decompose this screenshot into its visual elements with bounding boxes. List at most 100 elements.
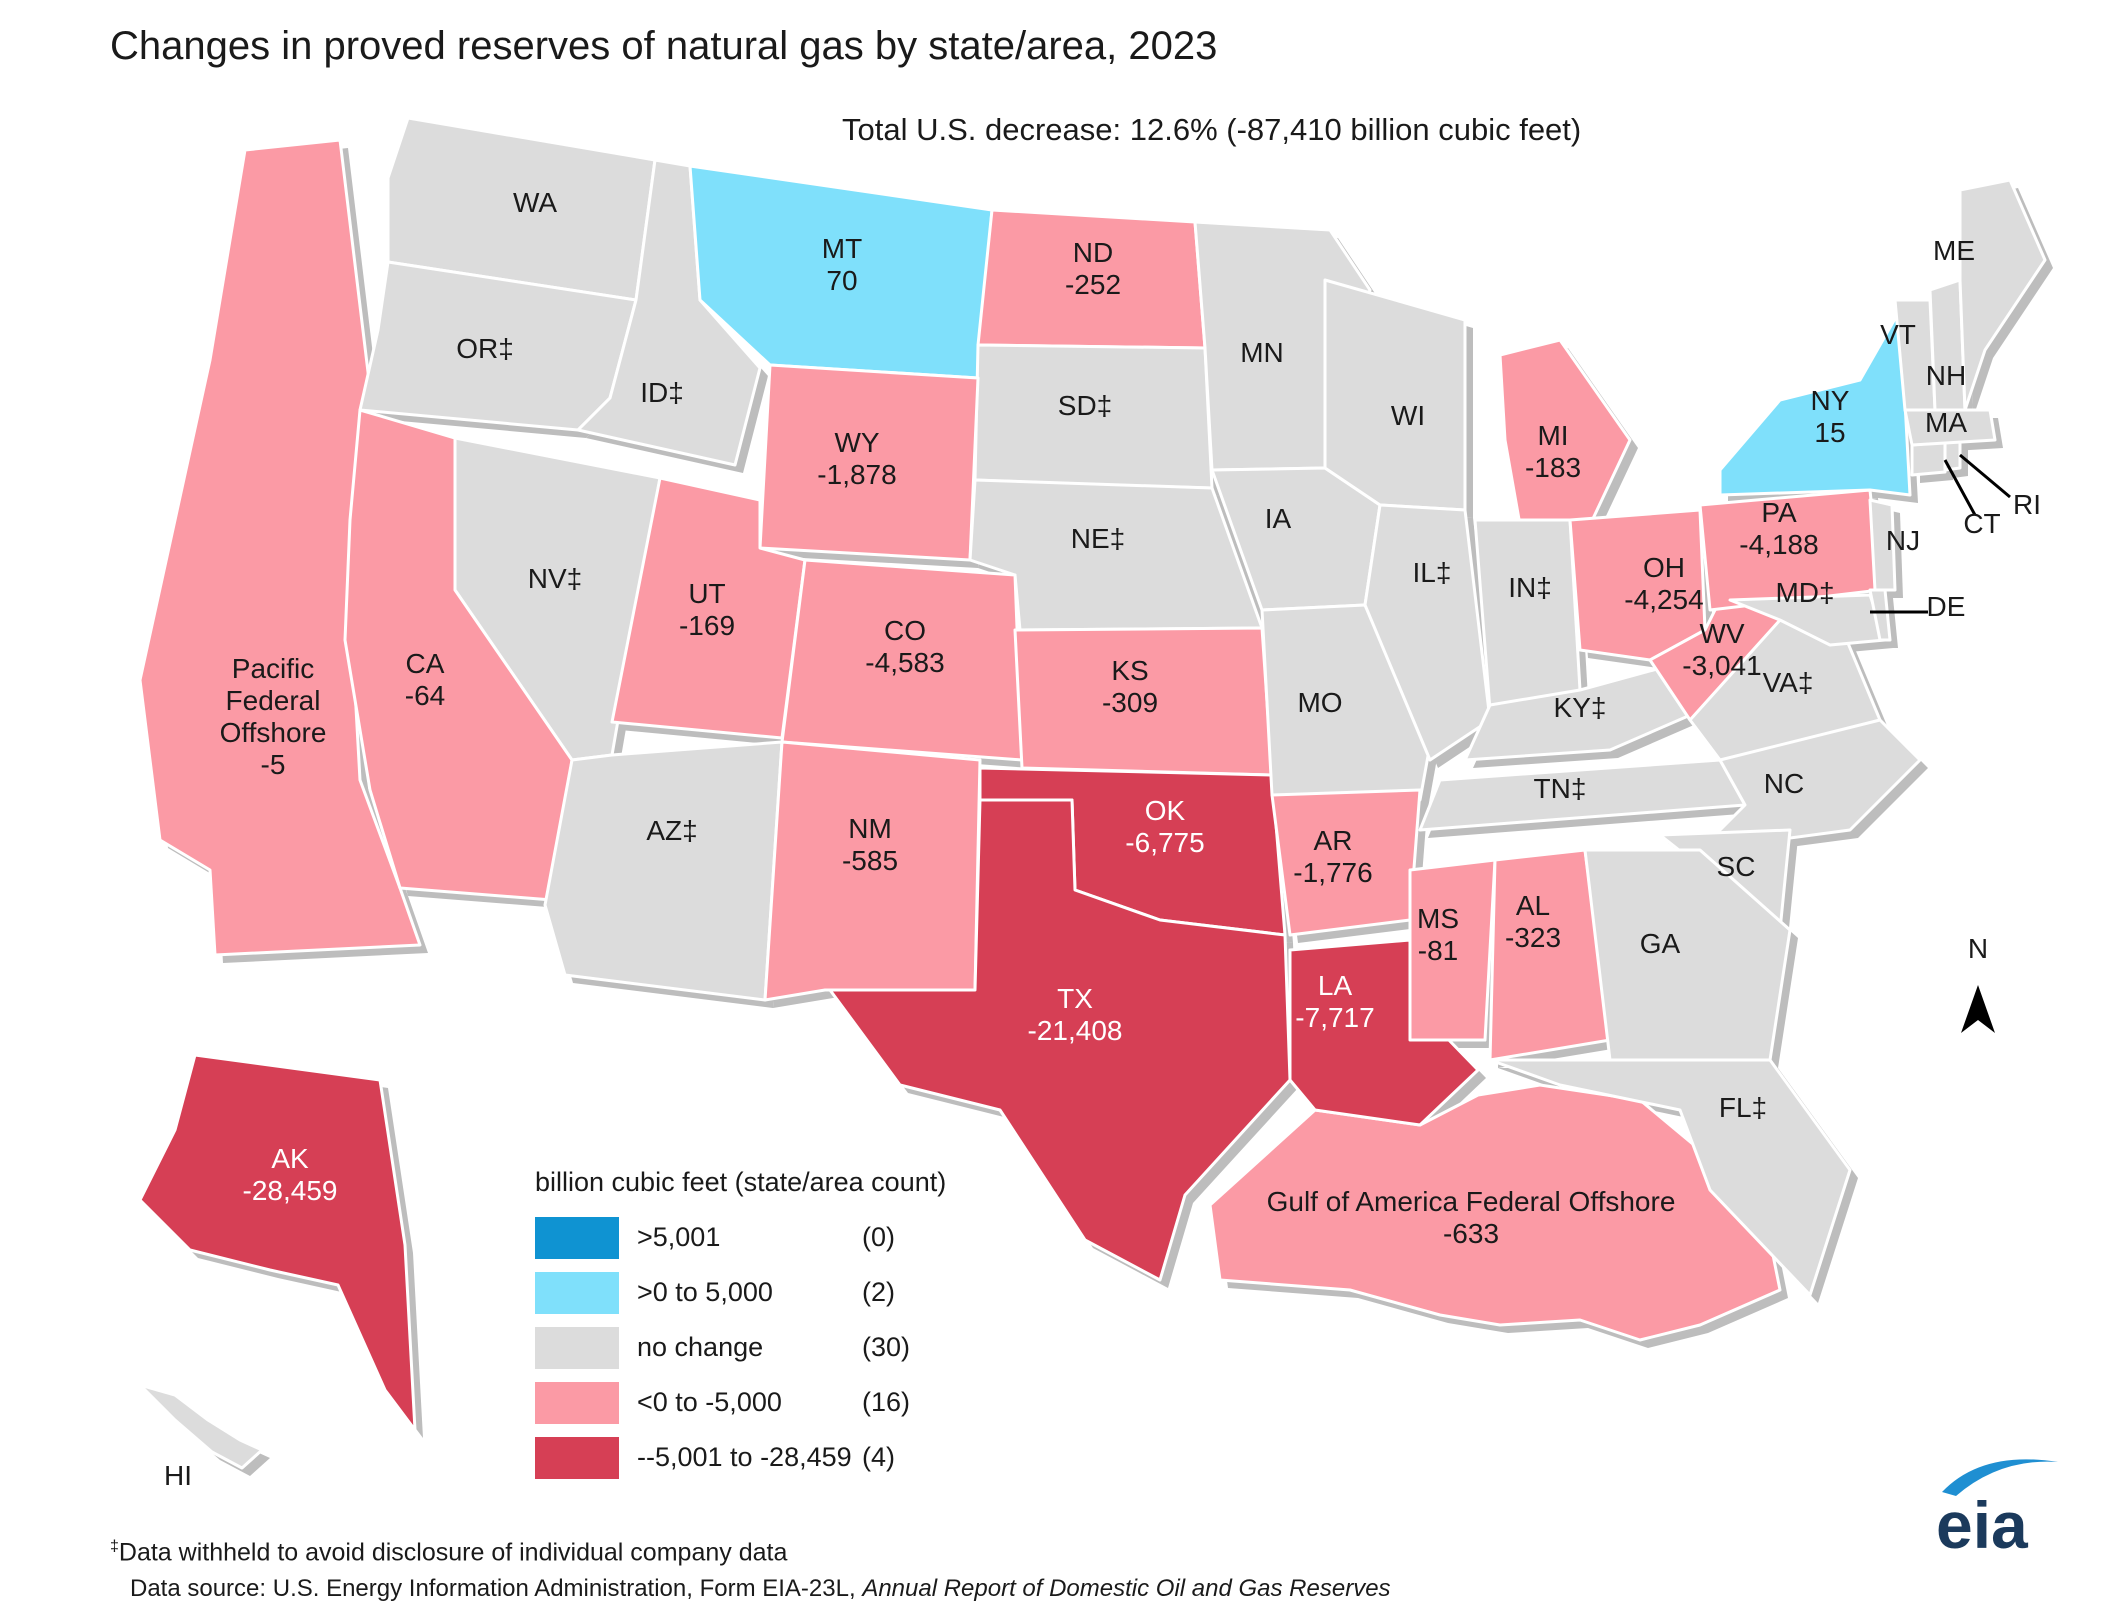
legend-swatch bbox=[535, 1271, 619, 1314]
state-label-ar: AR -1,776 bbox=[1293, 825, 1372, 888]
state-label-fl: FL‡ bbox=[1719, 1092, 1767, 1123]
state-label-in: IN‡ bbox=[1508, 572, 1552, 603]
state-label-de: DE bbox=[1927, 591, 1966, 622]
state-label-ia: IA bbox=[1265, 503, 1292, 534]
state-ms bbox=[1408, 858, 1497, 1042]
state-tx bbox=[828, 798, 1292, 1282]
footnote: ‡Data withheld to avoid disclosure of in… bbox=[110, 1538, 787, 1567]
state-label-nv: NV‡ bbox=[528, 563, 582, 594]
offshore-label-pacific: Pacific Federal Offshore -5 bbox=[220, 653, 327, 780]
state-label-md: MD‡ bbox=[1775, 577, 1834, 608]
offshore-label-gulf: Gulf of America Federal Offshore -633 bbox=[1267, 1186, 1676, 1249]
state-label-wi: WI bbox=[1391, 400, 1425, 431]
state-label-ct: CT bbox=[1963, 508, 2000, 539]
legend-row: >5,001 (0) bbox=[535, 1210, 975, 1265]
leader-lines bbox=[1870, 453, 2011, 614]
state-me bbox=[1958, 178, 2047, 412]
state-label-ny: NY 15 bbox=[1811, 385, 1850, 448]
state-label-hi: HI bbox=[164, 1460, 192, 1491]
legend-swatch bbox=[535, 1216, 619, 1259]
state-label-ne: NE‡ bbox=[1071, 523, 1125, 554]
legend-count: (4) bbox=[862, 1442, 895, 1472]
state-label-il: IL‡ bbox=[1413, 557, 1452, 588]
legend-label: no change bbox=[637, 1332, 764, 1362]
state-label-nj: NJ bbox=[1886, 525, 1920, 556]
state-label-ga: GA bbox=[1640, 928, 1681, 959]
map-regions bbox=[138, 116, 2047, 1470]
state-in bbox=[1473, 518, 1582, 712]
total-us-change-note: Total U.S. decrease: 12.6% (-87,410 bill… bbox=[842, 112, 1582, 147]
legend-rows: >5,001 (0) >0 to 5,000 (2) no change (30… bbox=[535, 1210, 975, 1485]
state-label-wy: WY -1,878 bbox=[817, 427, 896, 490]
north-arrow-label: N bbox=[1968, 933, 1988, 964]
leader-line-ri bbox=[1959, 453, 2011, 499]
state-il bbox=[1363, 503, 1492, 762]
eia-logo-swoosh bbox=[1942, 1459, 2058, 1496]
legend-count: (0) bbox=[862, 1222, 895, 1252]
data-source-title: Annual Report of Domestic Oil and Gas Re… bbox=[862, 1575, 1391, 1602]
state-label-pa: PA -4,188 bbox=[1739, 497, 1818, 560]
state-label-ut: UT -169 bbox=[679, 578, 735, 641]
state-label-va: VA‡ bbox=[1763, 667, 1814, 698]
map-title: Changes in proved reserves of natural ga… bbox=[110, 24, 1218, 68]
state-label-vt: VT bbox=[1880, 319, 1916, 350]
legend-row: <0 to -5,000 (16) bbox=[535, 1375, 975, 1430]
state-hi bbox=[138, 1383, 264, 1470]
legend-count: (30) bbox=[862, 1332, 911, 1362]
state-label-nc: NC bbox=[1764, 768, 1804, 799]
state-ca bbox=[343, 408, 574, 902]
state-label-ak: AK -28,459 bbox=[243, 1143, 338, 1206]
north-arrow-icon bbox=[1961, 985, 1995, 1033]
legend-row: >0 to 5,000 (2) bbox=[535, 1265, 975, 1320]
state-label-id: ID‡ bbox=[640, 377, 684, 408]
data-source: Data source: U.S. Energy Information Adm… bbox=[130, 1575, 1391, 1603]
state-wi bbox=[1323, 278, 1467, 512]
data-source-prefix: Data source: U.S. Energy Information Adm… bbox=[130, 1575, 863, 1602]
state-label-nm: NM -585 bbox=[842, 813, 898, 876]
legend-title: billion cubic feet (state/area count) bbox=[535, 1167, 947, 1197]
state-label-nh: NH bbox=[1926, 360, 1966, 391]
state-label-co: CO -4,583 bbox=[865, 615, 944, 678]
legend-label: --5,001 to -28,459 bbox=[637, 1442, 852, 1472]
footnote-mark: ‡ bbox=[110, 1538, 119, 1555]
state-mo bbox=[1260, 603, 1432, 802]
state-label-mt: MT 70 bbox=[822, 233, 862, 296]
state-label-ky: KY‡ bbox=[1554, 692, 1607, 723]
region-gulf-offshore bbox=[1208, 1083, 1782, 1342]
map-labels: WA OR‡ ID‡ MT 70 ND -252 SD‡ WY -1,878 NE‡ NV‡ UT -16… bbox=[164, 187, 2041, 1491]
state-label-nd: ND -252 bbox=[1065, 237, 1121, 300]
eia-logo-text: eia bbox=[1936, 1488, 2029, 1560]
state-label-tx: TX -21,408 bbox=[1028, 983, 1123, 1046]
legend-label: <0 to -5,000 bbox=[637, 1387, 782, 1417]
state-label-wv: WV -3,041 bbox=[1682, 618, 1761, 681]
state-fl bbox=[1488, 1058, 1852, 1297]
footnote-text: Data withheld to avoid disclosure of ind… bbox=[118, 1538, 788, 1567]
state-label-sd: SD‡ bbox=[1058, 390, 1112, 421]
state-label-ca: CA -64 bbox=[405, 648, 445, 711]
legend-row: no change (30) bbox=[535, 1320, 975, 1375]
legend-swatch bbox=[535, 1381, 619, 1424]
state-ct bbox=[1910, 440, 1947, 477]
legend-label: >5,001 bbox=[637, 1222, 721, 1252]
legend-swatch bbox=[535, 1326, 619, 1369]
legend-count: (16) bbox=[862, 1387, 911, 1417]
state-label-ms: MS -81 bbox=[1417, 903, 1459, 966]
state-az bbox=[543, 740, 784, 1002]
north-arrow: N bbox=[1961, 933, 1995, 1033]
state-nj bbox=[1868, 498, 1897, 592]
legend-count: (2) bbox=[862, 1277, 895, 1307]
state-label-wa: WA bbox=[513, 187, 557, 218]
state-label-mo: MO bbox=[1297, 687, 1342, 718]
state-md bbox=[1728, 593, 1887, 647]
state-nc bbox=[1698, 718, 1922, 852]
state-ga bbox=[1583, 848, 1792, 1062]
state-label-me: ME bbox=[1933, 235, 1975, 266]
legend-row: --5,001 to -28,459 (4) bbox=[535, 1430, 975, 1485]
state-label-ma: MA bbox=[1925, 407, 1967, 438]
eia-logo: eia bbox=[1936, 1459, 2058, 1560]
legend-label: >0 to 5,000 bbox=[637, 1277, 773, 1307]
state-label-tn: TN‡ bbox=[1534, 773, 1587, 804]
state-label-or: OR‡ bbox=[456, 333, 514, 364]
state-label-mn: MN bbox=[1240, 337, 1284, 368]
state-label-ok: OK -6,775 bbox=[1125, 795, 1204, 858]
